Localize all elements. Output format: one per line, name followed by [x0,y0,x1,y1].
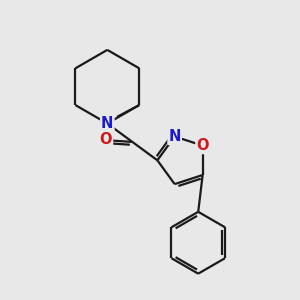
Text: O: O [100,132,112,147]
Text: N: N [101,116,113,131]
Text: O: O [196,138,209,153]
Text: N: N [169,129,181,144]
